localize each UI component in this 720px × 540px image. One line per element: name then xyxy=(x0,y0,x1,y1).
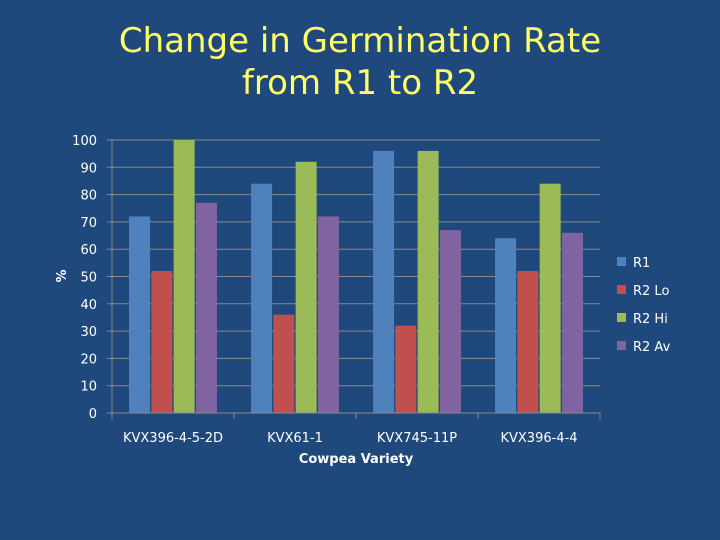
y-tick-label: 0 xyxy=(89,407,97,422)
bar xyxy=(395,325,417,413)
chart-title-line-2: from R1 to R2 xyxy=(241,63,479,103)
y-tick-label: 60 xyxy=(80,243,97,258)
bar xyxy=(417,150,439,414)
x-tick-label: KVX396-4-4 xyxy=(500,431,577,446)
bar xyxy=(561,232,583,413)
y-axis-ticks: 0 10 20 30 40 50 60 70 80 90 100 xyxy=(72,134,112,422)
bar xyxy=(439,230,461,413)
bar xyxy=(195,202,217,413)
x-axis: KVX396-4-5-2D KVX61-1 KVX745-11P KVX396-4-4 xyxy=(111,140,601,446)
bar xyxy=(273,314,295,413)
legend-swatch xyxy=(617,285,626,294)
bar xyxy=(151,271,173,413)
legend-label: R2 Hi xyxy=(633,312,668,327)
x-tick-label: KVX396-4-5-2D xyxy=(123,431,223,446)
legend-swatch xyxy=(617,257,626,266)
bar xyxy=(495,238,517,413)
y-tick-label: 20 xyxy=(80,352,97,367)
legend-swatch xyxy=(617,313,626,322)
bar xyxy=(173,140,195,413)
y-tick-label: 100 xyxy=(72,134,97,149)
legend-swatch xyxy=(617,341,626,350)
bar xyxy=(317,216,339,413)
chart-title: Change in Germination Rate from R1 to R2 xyxy=(0,20,720,104)
bar xyxy=(251,183,273,413)
x-tick-label: KVX745-11P xyxy=(377,431,457,446)
y-tick-label: 10 xyxy=(80,380,97,395)
y-axis-title: % xyxy=(55,269,70,282)
y-tick-label: 70 xyxy=(80,216,97,231)
x-axis-title: Cowpea Variety xyxy=(299,452,414,467)
legend-label: R2 Lo xyxy=(633,284,669,299)
bar xyxy=(517,271,539,413)
bar xyxy=(539,183,561,413)
bar xyxy=(129,216,151,413)
chart-title-line-1: Change in Germination Rate xyxy=(118,21,602,61)
y-tick-label: 40 xyxy=(80,298,97,313)
bar xyxy=(373,150,395,414)
y-tick-label: 50 xyxy=(80,271,97,286)
legend-label: R2 Av xyxy=(633,340,671,355)
y-tick-label: 90 xyxy=(80,161,97,176)
bar xyxy=(295,161,317,413)
legend: R1 R2 Lo R2 Hi R2 Av xyxy=(617,256,671,355)
bars xyxy=(129,140,583,414)
x-tick-label: KVX61-1 xyxy=(267,431,323,446)
y-tick-label: 80 xyxy=(80,189,97,204)
y-tick-label: 30 xyxy=(80,325,97,340)
legend-label: R1 xyxy=(633,256,650,271)
